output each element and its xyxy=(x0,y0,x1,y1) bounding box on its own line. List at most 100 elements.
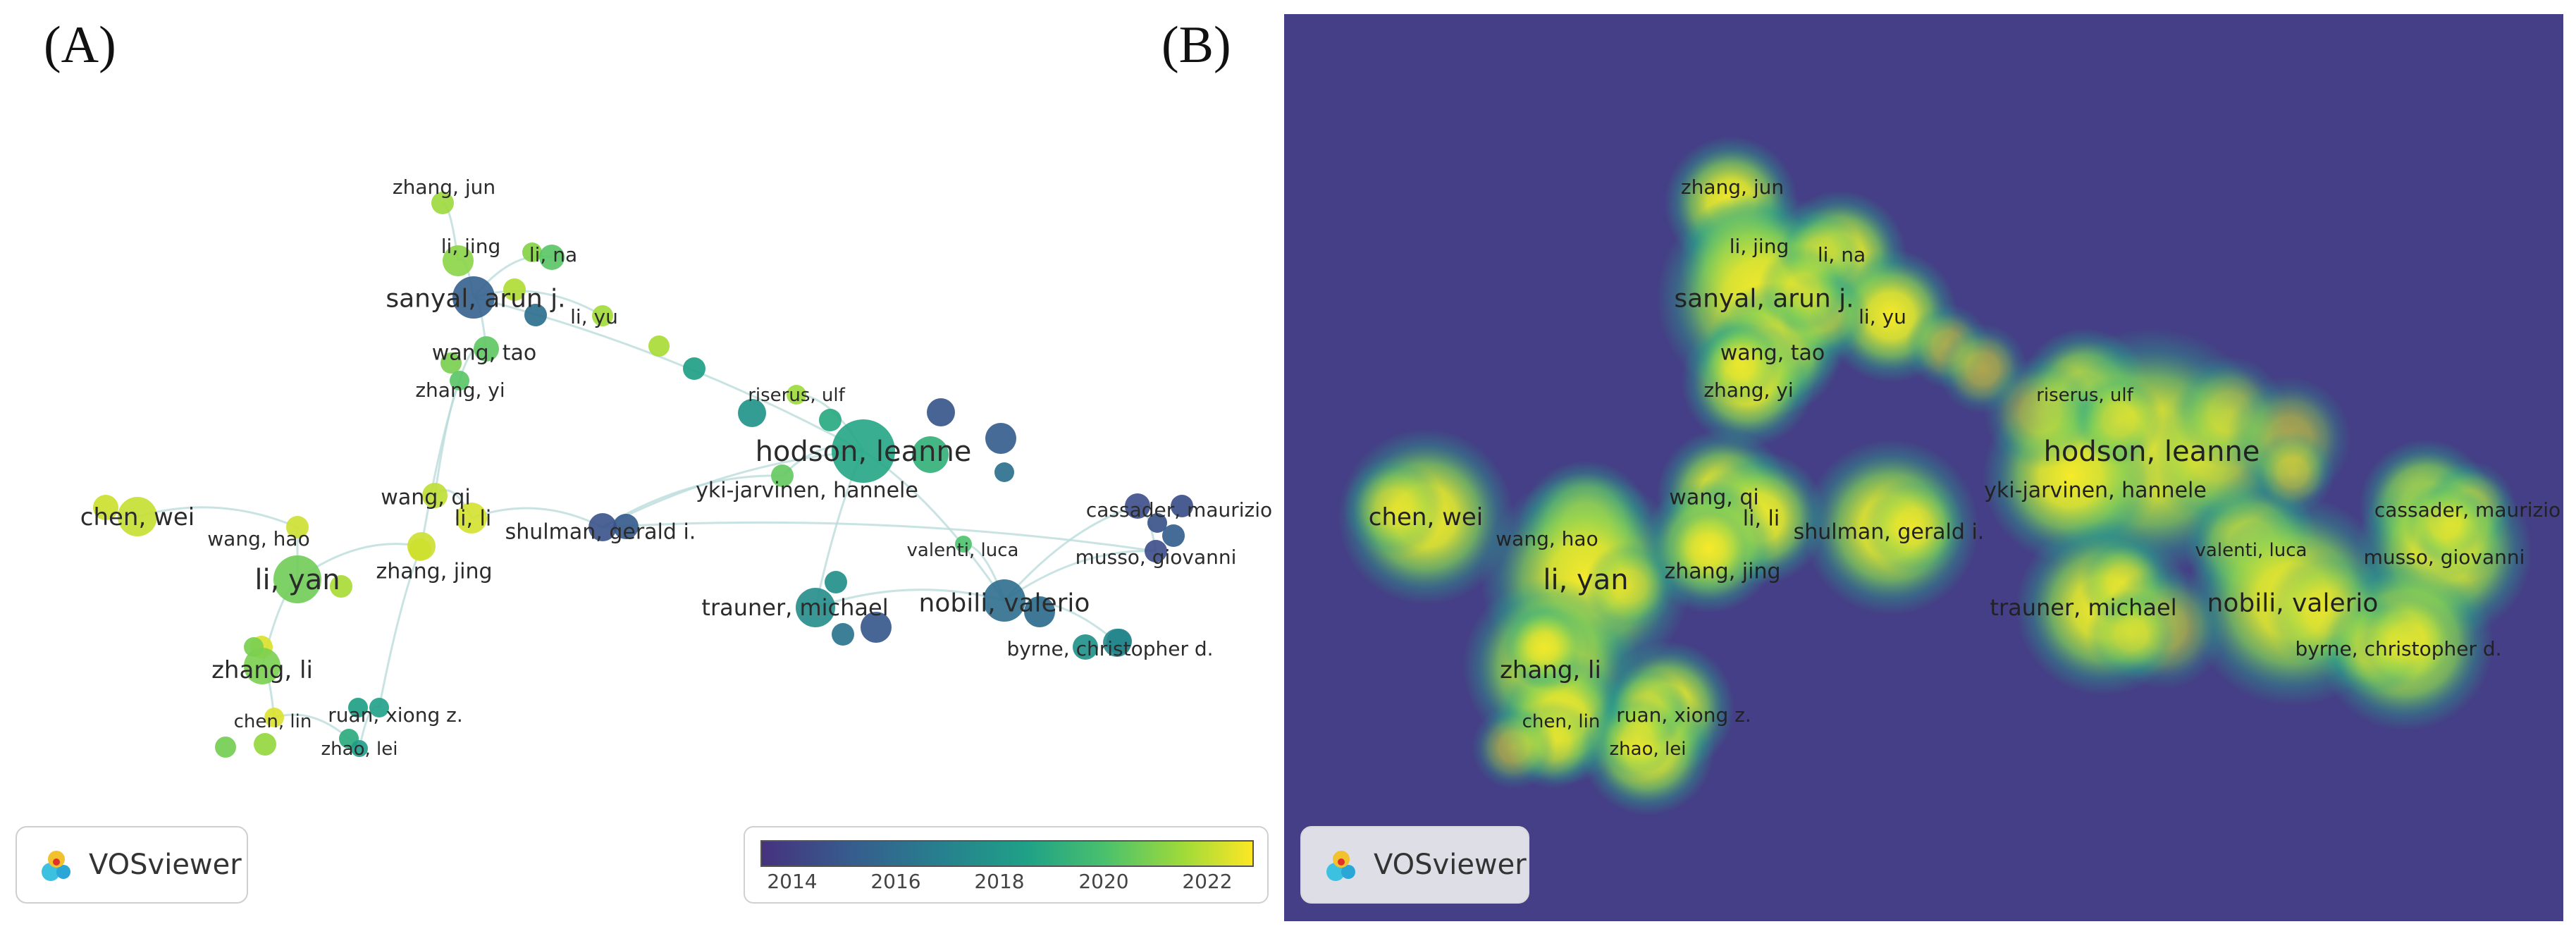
density-label-hodson-leanne[interactable]: hodson, leanne xyxy=(2044,436,2260,468)
minor-author-node[interactable] xyxy=(994,462,1014,482)
density-label-li-jing[interactable]: li, jing xyxy=(1730,235,1789,258)
label-sanyal-arun-j[interactable]: sanyal, arun j. xyxy=(386,285,565,314)
density-label-yki-jarvinen-hannele[interactable]: yki-jarvinen, hannele xyxy=(1984,479,2207,503)
label-li-na[interactable]: li, na xyxy=(529,243,577,266)
density-label-li-li[interactable]: li, li xyxy=(1743,507,1780,531)
label-wang-tao[interactable]: wang, tao xyxy=(432,341,537,366)
node-byrne-christopher-d[interactable] xyxy=(1103,629,1131,657)
density-label-musso-giovanni[interactable]: musso, giovanni xyxy=(2364,546,2525,569)
label-chen-lin[interactable]: chen, lin xyxy=(234,711,312,732)
node-wang-tao[interactable] xyxy=(474,336,499,362)
minor-author-node[interactable] xyxy=(93,495,118,520)
label-li-li[interactable]: li, li xyxy=(455,507,491,531)
label-cassader-maurizio[interactable]: cassader, maurizio xyxy=(1086,498,1272,522)
label-zhao-lei[interactable]: zhao, lei xyxy=(321,739,398,760)
density-label-shulman-gerald-i[interactable]: shulman, gerald i. xyxy=(1794,520,1985,545)
minor-author-node[interactable] xyxy=(819,409,842,431)
density-label-wang-tao[interactable]: wang, tao xyxy=(1720,341,1825,366)
minor-author-node[interactable] xyxy=(1147,513,1167,533)
node-li-li[interactable] xyxy=(456,503,487,534)
minor-author-node[interactable] xyxy=(348,698,368,718)
node-zhang-li[interactable] xyxy=(244,648,281,684)
node-riserus-ulf[interactable] xyxy=(787,385,806,405)
minor-author-node[interactable] xyxy=(1073,634,1098,660)
minor-author-node[interactable] xyxy=(1171,495,1193,517)
node-ruan-xiong-z[interactable] xyxy=(369,698,389,718)
density-label-ruan-xiong-z[interactable]: ruan, xiong z. xyxy=(1616,703,1751,727)
density-label-chen-wei[interactable]: chen, wei xyxy=(1369,503,1484,531)
minor-author-node[interactable] xyxy=(440,352,462,374)
node-hodson-leanne[interactable] xyxy=(832,419,895,483)
minor-author-node[interactable] xyxy=(330,575,352,598)
density-label-zhao-lei[interactable]: zhao, lei xyxy=(1610,739,1687,760)
minor-author-node[interactable] xyxy=(503,278,526,301)
density-label-sanyal-arun-j[interactable]: sanyal, arun j. xyxy=(1674,285,1854,314)
node-nobili-valerio[interactable] xyxy=(983,579,1025,622)
label-zhang-yi[interactable]: zhang, yi xyxy=(415,378,505,402)
node-li-yu[interactable] xyxy=(592,305,613,326)
minor-author-node[interactable] xyxy=(524,304,547,326)
node-wang-qi[interactable] xyxy=(422,483,448,508)
node-trauner-michael[interactable] xyxy=(796,588,835,627)
density-label-li-na[interactable]: li, na xyxy=(1818,243,1866,266)
node-zhang-jun[interactable] xyxy=(431,192,454,214)
minor-author-node[interactable] xyxy=(683,357,705,380)
label-zhang-li[interactable]: zhang, li xyxy=(211,656,313,684)
minor-author-node[interactable] xyxy=(215,737,236,758)
label-byrne-christopher-d[interactable]: byrne, christopher d. xyxy=(1006,637,1213,660)
label-trauner-michael[interactable]: trauner, michael xyxy=(701,594,888,621)
node-shulman-gerald-i[interactable] xyxy=(588,513,617,541)
node-chen-wei[interactable] xyxy=(118,497,157,536)
minor-author-node[interactable] xyxy=(861,612,892,643)
label-zhang-jing[interactable]: zhang, jing xyxy=(376,560,493,584)
minor-author-node[interactable] xyxy=(613,514,639,539)
density-label-byrne-christopher-d[interactable]: byrne, christopher d. xyxy=(2295,637,2501,660)
label-li-yu[interactable]: li, yu xyxy=(570,305,618,328)
density-label-trauner-michael[interactable]: trauner, michael xyxy=(1990,594,2176,621)
node-musso-giovanni[interactable] xyxy=(1145,540,1167,562)
node-zhang-yi[interactable] xyxy=(450,371,469,390)
label-musso-giovanni[interactable]: musso, giovanni xyxy=(1076,546,1237,569)
node-li-yan[interactable] xyxy=(273,555,321,603)
density-label-riserus-ulf[interactable]: riserus, ulf xyxy=(2036,385,2133,406)
density-label-zhang-jing[interactable]: zhang, jing xyxy=(1665,560,1781,584)
minor-author-node[interactable] xyxy=(1024,596,1055,627)
node-valenti-luca[interactable] xyxy=(955,536,972,553)
node-zhang-jing[interactable] xyxy=(407,532,436,560)
label-li-yan[interactable]: li, yan xyxy=(254,564,340,596)
minor-author-node[interactable] xyxy=(825,571,847,593)
node-cassader-maurizio[interactable] xyxy=(1125,493,1150,519)
density-label-zhang-yi[interactable]: zhang, yi xyxy=(1703,378,1793,402)
node-zhao-lei[interactable] xyxy=(351,740,368,757)
label-zhang-jun[interactable]: zhang, jun xyxy=(393,176,495,199)
label-shulman-gerald-i[interactable]: shulman, gerald i. xyxy=(505,520,696,545)
density-label-cassader-maurizio[interactable]: cassader, maurizio xyxy=(2374,498,2560,522)
density-label-chen-lin[interactable]: chen, lin xyxy=(1522,711,1601,732)
label-chen-wei[interactable]: chen, wei xyxy=(80,503,195,531)
density-label-zhang-jun[interactable]: zhang, jun xyxy=(1681,176,1784,199)
minor-author-node[interactable] xyxy=(254,733,276,756)
minor-author-node[interactable] xyxy=(912,436,949,473)
density-label-valenti-luca[interactable]: valenti, luca xyxy=(2195,540,2307,561)
minor-author-node[interactable] xyxy=(738,399,766,427)
density-label-zhang-li[interactable]: zhang, li xyxy=(1500,656,1601,684)
density-label-wang-hao[interactable]: wang, hao xyxy=(1496,527,1598,550)
label-ruan-xiong-z[interactable]: ruan, xiong z. xyxy=(328,703,462,727)
node-wang-hao[interactable] xyxy=(286,516,309,538)
label-hodson-leanne[interactable]: hodson, leanne xyxy=(756,436,972,468)
density-label-nobili-valerio[interactable]: nobili, valerio xyxy=(2207,589,2379,618)
label-riserus-ulf[interactable]: riserus, ulf xyxy=(748,385,845,406)
label-yki-jarvinen-hannele[interactable]: yki-jarvinen, hannele xyxy=(696,479,918,503)
node-yki-jarvinen-hannele[interactable] xyxy=(771,464,794,487)
minor-author-node[interactable] xyxy=(832,623,854,646)
node-sanyal-arun-j[interactable] xyxy=(452,276,495,319)
density-label-li-yu[interactable]: li, yu xyxy=(1859,305,1906,328)
minor-author-node[interactable] xyxy=(522,242,542,262)
node-li-na[interactable] xyxy=(539,245,565,270)
node-chen-lin[interactable] xyxy=(264,708,284,727)
node-li-jing[interactable] xyxy=(443,245,474,276)
label-wang-hao[interactable]: wang, hao xyxy=(207,527,309,550)
density-label-li-yan[interactable]: li, yan xyxy=(1543,564,1628,596)
label-wang-qi[interactable]: wang, qi xyxy=(381,486,470,510)
density-label-wang-qi[interactable]: wang, qi xyxy=(1669,486,1758,510)
